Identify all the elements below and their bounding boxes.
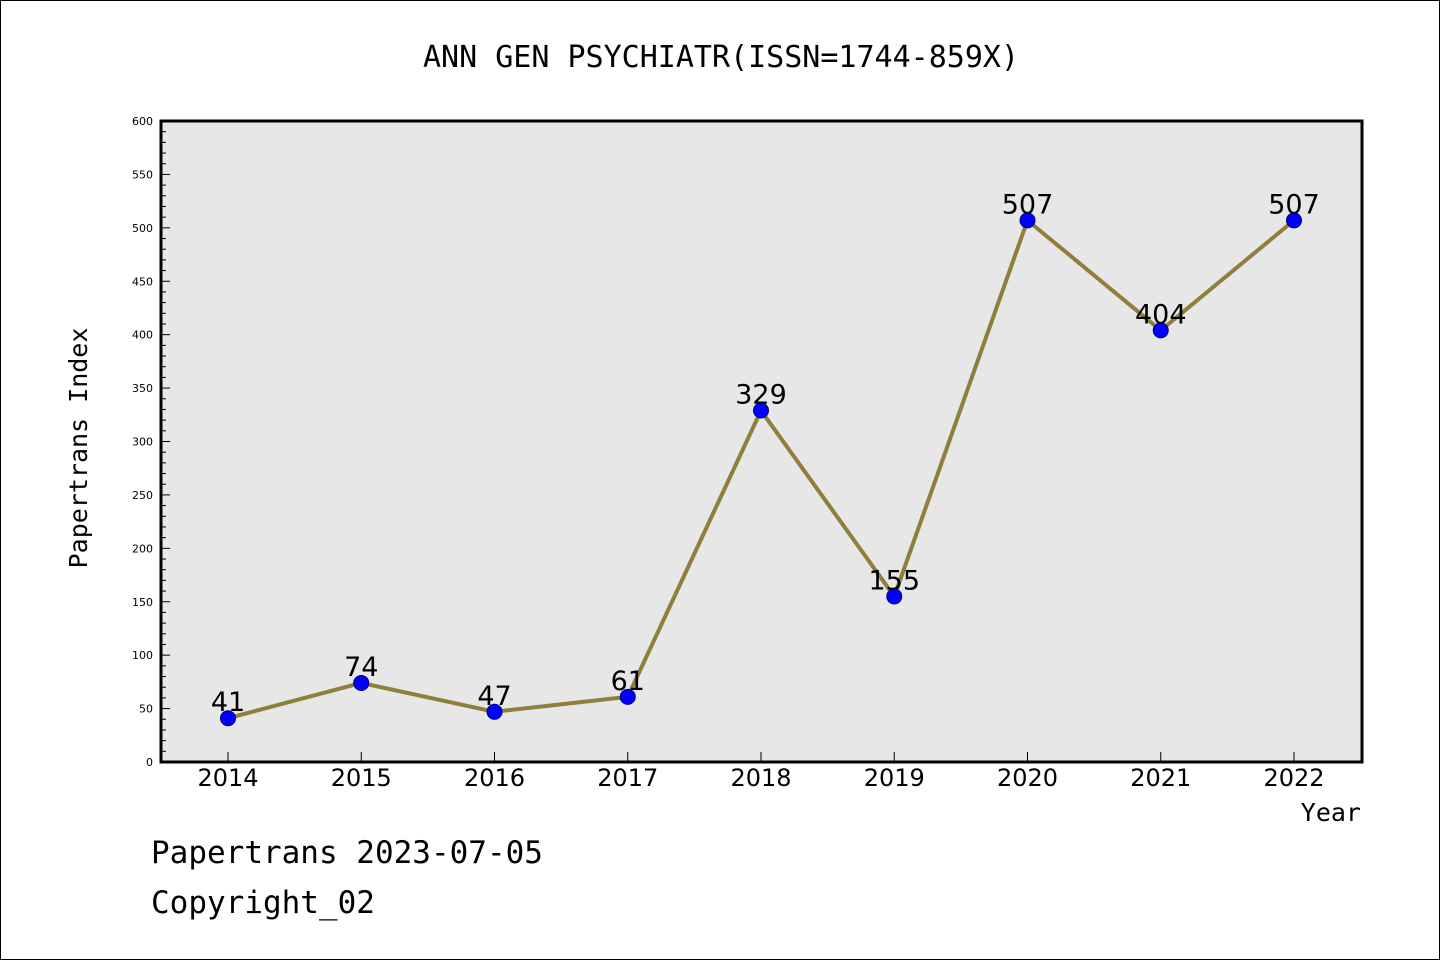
x-tick-label: 2017 bbox=[597, 764, 658, 792]
footer-date-text: Papertrans 2023-07-05 bbox=[151, 835, 543, 871]
y-tick-label: 0 bbox=[146, 756, 153, 769]
y-tick-label: 400 bbox=[132, 329, 153, 342]
data-value-label: 507 bbox=[1002, 189, 1054, 220]
data-point-marker bbox=[1019, 212, 1036, 229]
data-value-label: 41 bbox=[211, 687, 245, 718]
plot-area bbox=[159, 119, 1364, 764]
data-value-label: 47 bbox=[477, 681, 511, 712]
data-point-marker bbox=[486, 703, 503, 720]
data-point-marker bbox=[886, 588, 903, 605]
x-tick-label: 2014 bbox=[197, 764, 258, 792]
y-axis-ticks: 0 50 100 150 200 250 300 350 400 450 500 550 600 bbox=[132, 115, 170, 769]
x-tick-label: 2019 bbox=[864, 764, 925, 792]
x-axis-ticks: 2014 2015 2016 2017 2018 2019 2020 2021 2022 bbox=[197, 752, 1325, 792]
y-axis-label: Papertrans Index bbox=[64, 328, 93, 569]
data-point-marker bbox=[619, 688, 636, 705]
y-tick-label: 450 bbox=[132, 275, 153, 288]
data-value-label: 155 bbox=[868, 565, 920, 596]
y-tick-label: 600 bbox=[132, 115, 153, 128]
x-axis-label: Year bbox=[1301, 798, 1361, 827]
data-value-label: 507 bbox=[1268, 189, 1320, 220]
x-tick-label: 2020 bbox=[997, 764, 1058, 792]
data-value-label: 404 bbox=[1135, 299, 1187, 330]
x-tick-label: 2021 bbox=[1130, 764, 1191, 792]
footer-copyright-text: Copyright_02 bbox=[151, 885, 375, 921]
data-point-marker bbox=[753, 402, 769, 419]
y-tick-label: 100 bbox=[132, 649, 153, 662]
data-point-marker bbox=[353, 674, 370, 691]
data-value-label: 74 bbox=[344, 652, 378, 683]
y-tick-label: 250 bbox=[132, 489, 153, 502]
chart-title: ANN GEN PSYCHIATR(ISSN=1744-859X) bbox=[423, 40, 1019, 75]
data-value-label: 61 bbox=[611, 666, 645, 697]
x-tick-label: 2022 bbox=[1263, 764, 1324, 792]
x-tick-label: 2015 bbox=[331, 764, 392, 792]
x-tick-label: 2016 bbox=[464, 764, 525, 792]
y-tick-label: 350 bbox=[132, 382, 153, 395]
data-point-marker bbox=[1152, 322, 1169, 339]
y-tick-label: 200 bbox=[132, 542, 153, 555]
data-point-marker bbox=[220, 710, 236, 727]
data-point-marker bbox=[1286, 212, 1302, 229]
y-tick-label: 150 bbox=[132, 596, 153, 609]
series-group: 41 74 47 61 329 155 507 404 507 bbox=[211, 189, 1320, 727]
x-tick-label: 2018 bbox=[730, 764, 791, 792]
data-value-label: 329 bbox=[735, 380, 787, 411]
y-tick-label: 50 bbox=[139, 703, 153, 716]
y-tick-label: 500 bbox=[132, 222, 153, 235]
y-tick-label: 300 bbox=[132, 436, 153, 449]
y-tick-label: 550 bbox=[132, 168, 153, 181]
